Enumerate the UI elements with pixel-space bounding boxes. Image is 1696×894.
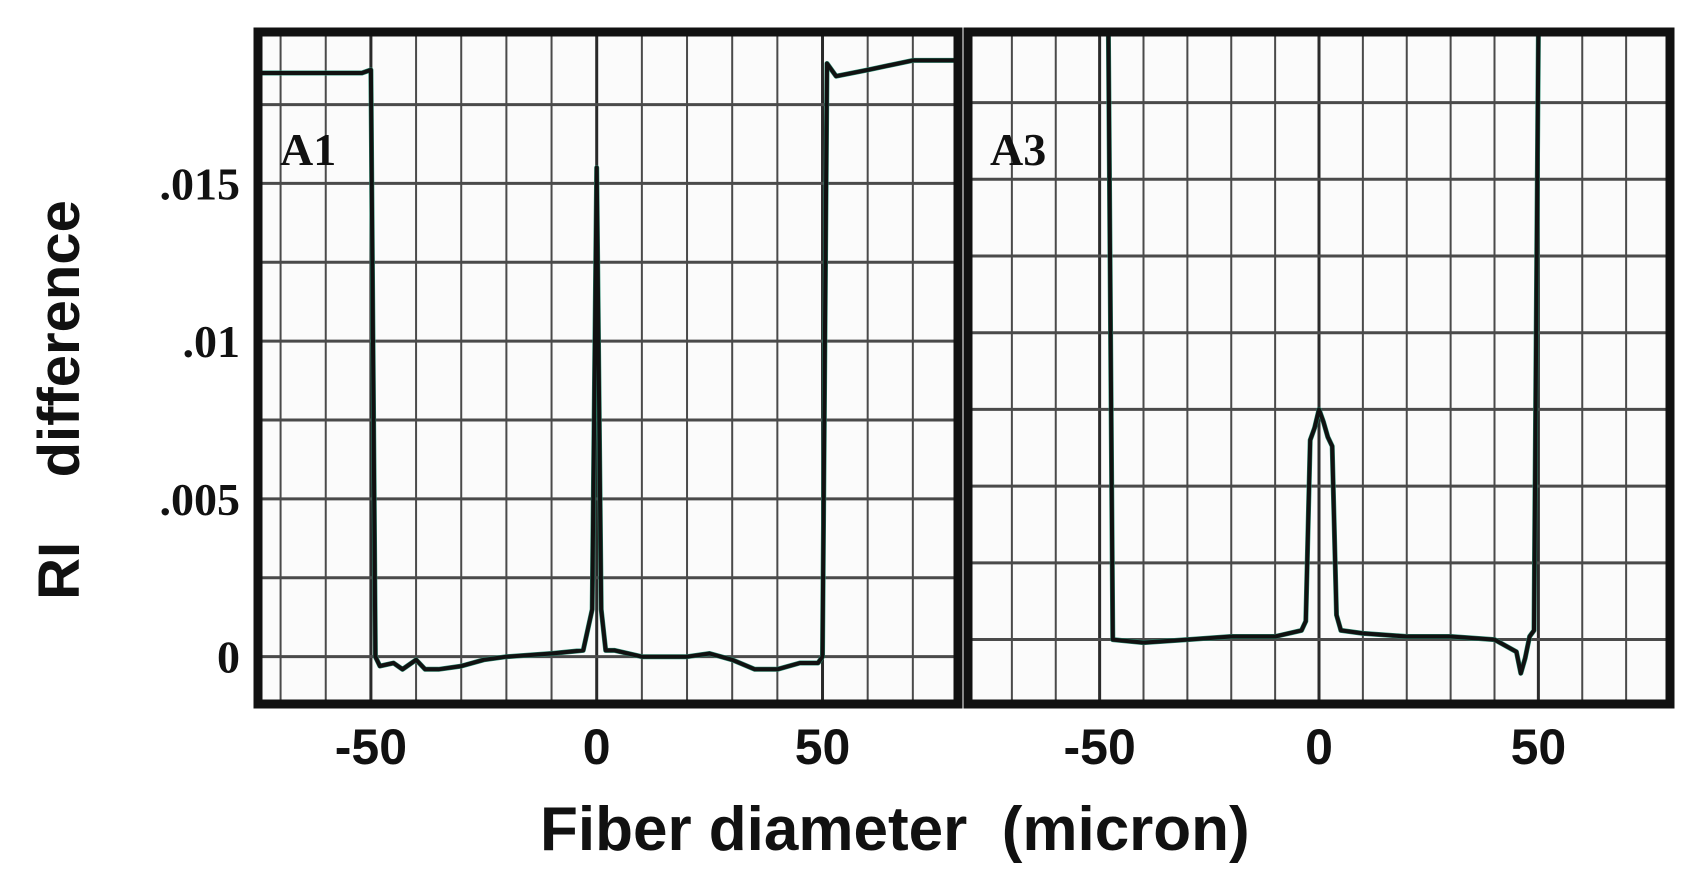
panel-a3-label: A3 (990, 124, 1046, 175)
x-tick-label: -50 (335, 719, 407, 775)
y-tick-label: .015 (160, 158, 241, 209)
panel-a1: A1 0 .005 .01 .015 -50 0 50 (160, 27, 963, 775)
panel-a3: A3 -50 0 50 (963, 27, 1675, 775)
series-line (1090, 30, 1541, 676)
x-tick-label: 0 (1305, 719, 1333, 775)
panel-a3-data (1090, 29, 1541, 676)
panel-a3-frame (963, 27, 1675, 709)
x-tick-label: 0 (583, 719, 611, 775)
panel-a1-y-ticks: 0 .005 .01 .015 (160, 158, 241, 682)
y-tick-label: .01 (183, 316, 241, 367)
x-tick-label: 50 (795, 719, 851, 775)
x-tick-label: -50 (1063, 719, 1135, 775)
x-tick-label: 50 (1511, 719, 1567, 775)
x-axis-label: Fiber diameter (micron) (540, 795, 1250, 864)
series-line (258, 58, 958, 672)
panel-a1-data (258, 57, 958, 672)
panel-a3-x-ticks: -50 0 50 (1063, 719, 1566, 775)
panel-a1-background (258, 32, 958, 704)
panel-a1-x-ticks: -50 0 50 (335, 719, 851, 775)
y-tick-label: .005 (160, 474, 241, 525)
panel-a1-label: A1 (280, 124, 336, 175)
y-axis-label: RI difference (27, 200, 92, 600)
y-tick-label: 0 (217, 632, 240, 683)
panel-a1-frame (253, 27, 963, 709)
